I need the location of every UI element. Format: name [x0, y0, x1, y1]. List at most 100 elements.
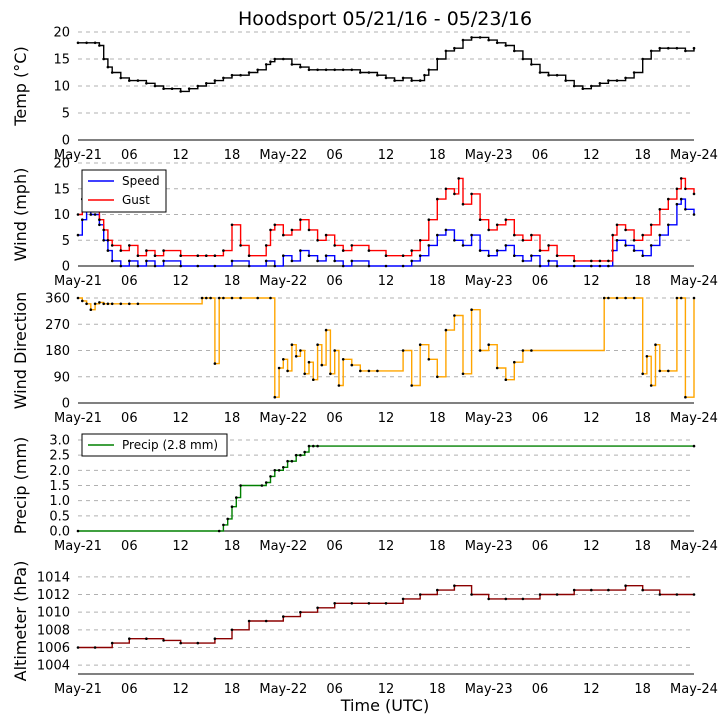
data-point: [632, 71, 636, 74]
data-point: [598, 264, 602, 268]
legend-entry: Speed: [122, 174, 160, 188]
y-tick-label: 5: [62, 234, 70, 249]
data-point: [667, 197, 670, 201]
y-tick-label: 1.5: [49, 479, 70, 494]
data-point: [427, 68, 431, 72]
data-point: [607, 79, 610, 82]
data-point: [93, 302, 97, 306]
data-point: [350, 259, 354, 263]
data-point: [530, 349, 533, 352]
data-point: [350, 602, 354, 605]
data-point: [76, 213, 80, 216]
data-point: [282, 57, 285, 61]
data-point: [658, 593, 662, 596]
panel-3: 0 90 180 270 360 May-21 06 12 18 May-22 06 12 18 May-…: [11, 292, 718, 427]
x-tick-label: 12: [172, 148, 189, 163]
data-point: [427, 218, 431, 221]
data-point: [470, 192, 473, 196]
x-tick-label: May-24: [670, 539, 718, 554]
data-point: [538, 71, 542, 74]
data-point: [162, 259, 165, 263]
data-point: [256, 68, 260, 72]
x-tick-label: 12: [378, 148, 395, 163]
data-point: [418, 79, 422, 82]
data-point: [213, 79, 217, 82]
data-point: [277, 366, 281, 370]
data-point: [359, 71, 362, 74]
data-point: [667, 46, 670, 50]
data-point: [239, 73, 242, 77]
data-point: [436, 233, 439, 237]
data-point: [93, 41, 97, 45]
legend-box: [81, 433, 228, 457]
x-tick-label: 18: [634, 682, 651, 697]
data-point: [294, 453, 298, 457]
data-point: [282, 233, 285, 237]
x-tick-label: 12: [172, 274, 189, 289]
y-tick-label: 180: [45, 344, 70, 359]
data-point: [89, 308, 93, 312]
x-tick-label: 06: [532, 411, 549, 426]
data-point: [247, 254, 251, 257]
data-point: [649, 223, 653, 227]
data-point: [401, 349, 405, 352]
data-point: [316, 444, 319, 448]
data-point: [504, 218, 508, 221]
data-point: [538, 264, 542, 268]
data-point: [110, 259, 114, 263]
x-tick-label: 12: [583, 148, 600, 163]
data-point: [615, 239, 619, 242]
y-tick-label: 1012: [37, 588, 70, 603]
data-point: [179, 264, 182, 268]
x-tick-label: May-22: [259, 682, 307, 697]
data-point: [76, 529, 80, 533]
data-point: [230, 296, 234, 300]
data-point: [641, 233, 644, 237]
data-point: [333, 259, 337, 263]
data-point: [538, 593, 542, 596]
data-point: [418, 343, 422, 347]
data-point: [230, 505, 234, 509]
data-point: [692, 46, 696, 50]
data-point: [230, 628, 234, 632]
x-tick-label: 12: [378, 411, 395, 426]
y-tick-label: 20: [53, 157, 70, 172]
data-point: [76, 646, 80, 649]
data-point: [106, 65, 110, 69]
data-point: [461, 244, 465, 247]
data-point: [504, 244, 508, 247]
data-point: [495, 223, 499, 227]
data-point: [307, 254, 311, 257]
x-tick-label: 06: [121, 682, 138, 697]
x-tick-label: 18: [224, 539, 241, 554]
x-tick-label: 18: [224, 411, 241, 426]
data-point: [128, 79, 131, 82]
x-tick-label: 12: [172, 539, 189, 554]
data-point: [632, 239, 636, 242]
x-tick-label: May-24: [670, 682, 718, 697]
data-point: [667, 369, 670, 373]
x-tick-label: 06: [326, 682, 343, 697]
data-point: [153, 254, 157, 257]
data-point: [303, 372, 307, 376]
data-point: [269, 228, 272, 232]
data-point: [222, 249, 225, 252]
data-point: [641, 57, 644, 61]
data-point: [290, 259, 294, 263]
data-point: [102, 239, 105, 242]
data-point: [93, 646, 97, 649]
data-point: [110, 641, 114, 645]
data-point: [555, 73, 559, 77]
y-tick-label: 1014: [37, 570, 70, 585]
data-point: [217, 529, 221, 533]
data-point: [196, 641, 200, 645]
data-point: [470, 36, 473, 39]
data-point: [282, 615, 285, 618]
data-point: [384, 76, 388, 80]
data-point: [102, 302, 105, 306]
data-point: [478, 36, 482, 39]
data-point: [341, 68, 345, 72]
data-point: [290, 343, 294, 347]
data-point: [367, 249, 371, 252]
